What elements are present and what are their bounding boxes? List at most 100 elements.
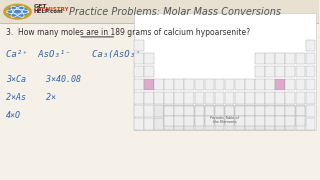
Bar bbox=[134, 118, 144, 130]
Bar bbox=[225, 118, 235, 130]
Bar bbox=[204, 79, 214, 91]
Bar bbox=[164, 116, 174, 126]
Bar bbox=[245, 92, 255, 103]
Bar bbox=[154, 105, 164, 117]
Bar bbox=[275, 66, 285, 77]
Bar bbox=[306, 79, 315, 91]
Bar bbox=[255, 53, 265, 64]
Bar bbox=[275, 106, 285, 116]
Bar bbox=[164, 92, 174, 103]
Bar bbox=[174, 79, 184, 91]
Bar bbox=[306, 40, 315, 51]
Bar bbox=[245, 105, 255, 117]
Bar bbox=[296, 79, 305, 91]
Bar bbox=[235, 92, 244, 103]
Bar bbox=[275, 53, 285, 64]
Bar bbox=[204, 105, 214, 117]
Bar bbox=[144, 118, 154, 130]
Bar bbox=[265, 116, 275, 126]
Bar bbox=[285, 92, 295, 103]
Bar bbox=[225, 105, 235, 117]
Text: 4×O: 4×O bbox=[6, 111, 21, 120]
Bar bbox=[174, 118, 184, 130]
Bar bbox=[296, 53, 305, 64]
Bar bbox=[275, 116, 285, 126]
Bar bbox=[134, 66, 144, 77]
Bar bbox=[225, 106, 235, 116]
Bar bbox=[255, 79, 265, 91]
Bar bbox=[265, 79, 275, 91]
Bar bbox=[285, 116, 295, 126]
Bar bbox=[225, 79, 235, 91]
Text: HELP.com: HELP.com bbox=[34, 9, 63, 14]
Bar bbox=[195, 92, 204, 103]
Bar bbox=[154, 92, 164, 103]
Bar bbox=[296, 66, 305, 77]
Bar bbox=[225, 116, 235, 126]
Bar bbox=[235, 106, 244, 116]
Bar bbox=[195, 116, 204, 126]
Bar bbox=[285, 53, 295, 64]
Bar bbox=[296, 106, 305, 116]
Bar bbox=[215, 116, 224, 126]
Bar bbox=[235, 116, 244, 126]
Text: GET: GET bbox=[34, 4, 47, 9]
Text: Practice Problems: Molar Mass Conversions: Practice Problems: Molar Mass Conversion… bbox=[69, 7, 281, 17]
Bar bbox=[255, 105, 265, 117]
Bar bbox=[255, 118, 265, 130]
Bar bbox=[265, 53, 275, 64]
Bar bbox=[255, 66, 265, 77]
Bar bbox=[184, 105, 194, 117]
Bar bbox=[296, 105, 305, 117]
Text: CHEMISTRY: CHEMISTRY bbox=[34, 6, 69, 12]
Bar bbox=[164, 105, 174, 117]
Bar bbox=[195, 106, 204, 116]
Bar bbox=[296, 92, 305, 103]
Bar bbox=[204, 106, 214, 116]
Circle shape bbox=[7, 6, 28, 17]
Bar bbox=[215, 105, 224, 117]
Bar bbox=[134, 105, 144, 117]
Bar bbox=[174, 105, 184, 117]
Bar bbox=[144, 66, 154, 77]
Bar bbox=[245, 118, 255, 130]
Bar bbox=[154, 79, 164, 91]
Bar bbox=[285, 118, 295, 130]
Text: Periodic Table of
the Elements: Periodic Table of the Elements bbox=[210, 116, 239, 124]
Bar bbox=[275, 118, 285, 130]
Bar bbox=[184, 92, 194, 103]
Bar bbox=[265, 92, 275, 103]
Bar bbox=[296, 116, 305, 126]
Bar bbox=[255, 92, 265, 103]
Bar bbox=[134, 92, 144, 103]
Bar bbox=[164, 79, 174, 91]
Bar bbox=[174, 116, 184, 126]
Bar bbox=[204, 116, 214, 126]
Bar bbox=[265, 66, 275, 77]
Bar bbox=[235, 105, 244, 117]
Bar bbox=[306, 118, 315, 130]
Bar bbox=[285, 105, 295, 117]
Bar bbox=[184, 116, 194, 126]
Bar bbox=[204, 92, 214, 103]
Bar bbox=[134, 79, 144, 91]
Bar bbox=[164, 106, 174, 116]
Bar bbox=[245, 106, 255, 116]
Bar bbox=[225, 92, 235, 103]
Bar bbox=[285, 79, 295, 91]
Bar bbox=[184, 106, 194, 116]
Bar bbox=[204, 118, 214, 130]
Bar bbox=[195, 105, 204, 117]
Bar bbox=[174, 92, 184, 103]
Bar bbox=[275, 105, 285, 117]
Bar bbox=[245, 79, 255, 91]
Bar bbox=[306, 105, 315, 117]
Bar bbox=[184, 118, 194, 130]
Bar bbox=[255, 106, 265, 116]
Bar bbox=[144, 53, 154, 64]
Bar bbox=[144, 92, 154, 103]
Bar bbox=[154, 118, 164, 130]
Text: 3.  How many moles are in 189 grams of calcium hypoarsenite?: 3. How many moles are in 189 grams of ca… bbox=[6, 28, 251, 37]
Text: 3×Ca    3×40.08: 3×Ca 3×40.08 bbox=[6, 75, 81, 84]
Text: 2×As    2×: 2×As 2× bbox=[6, 93, 56, 102]
